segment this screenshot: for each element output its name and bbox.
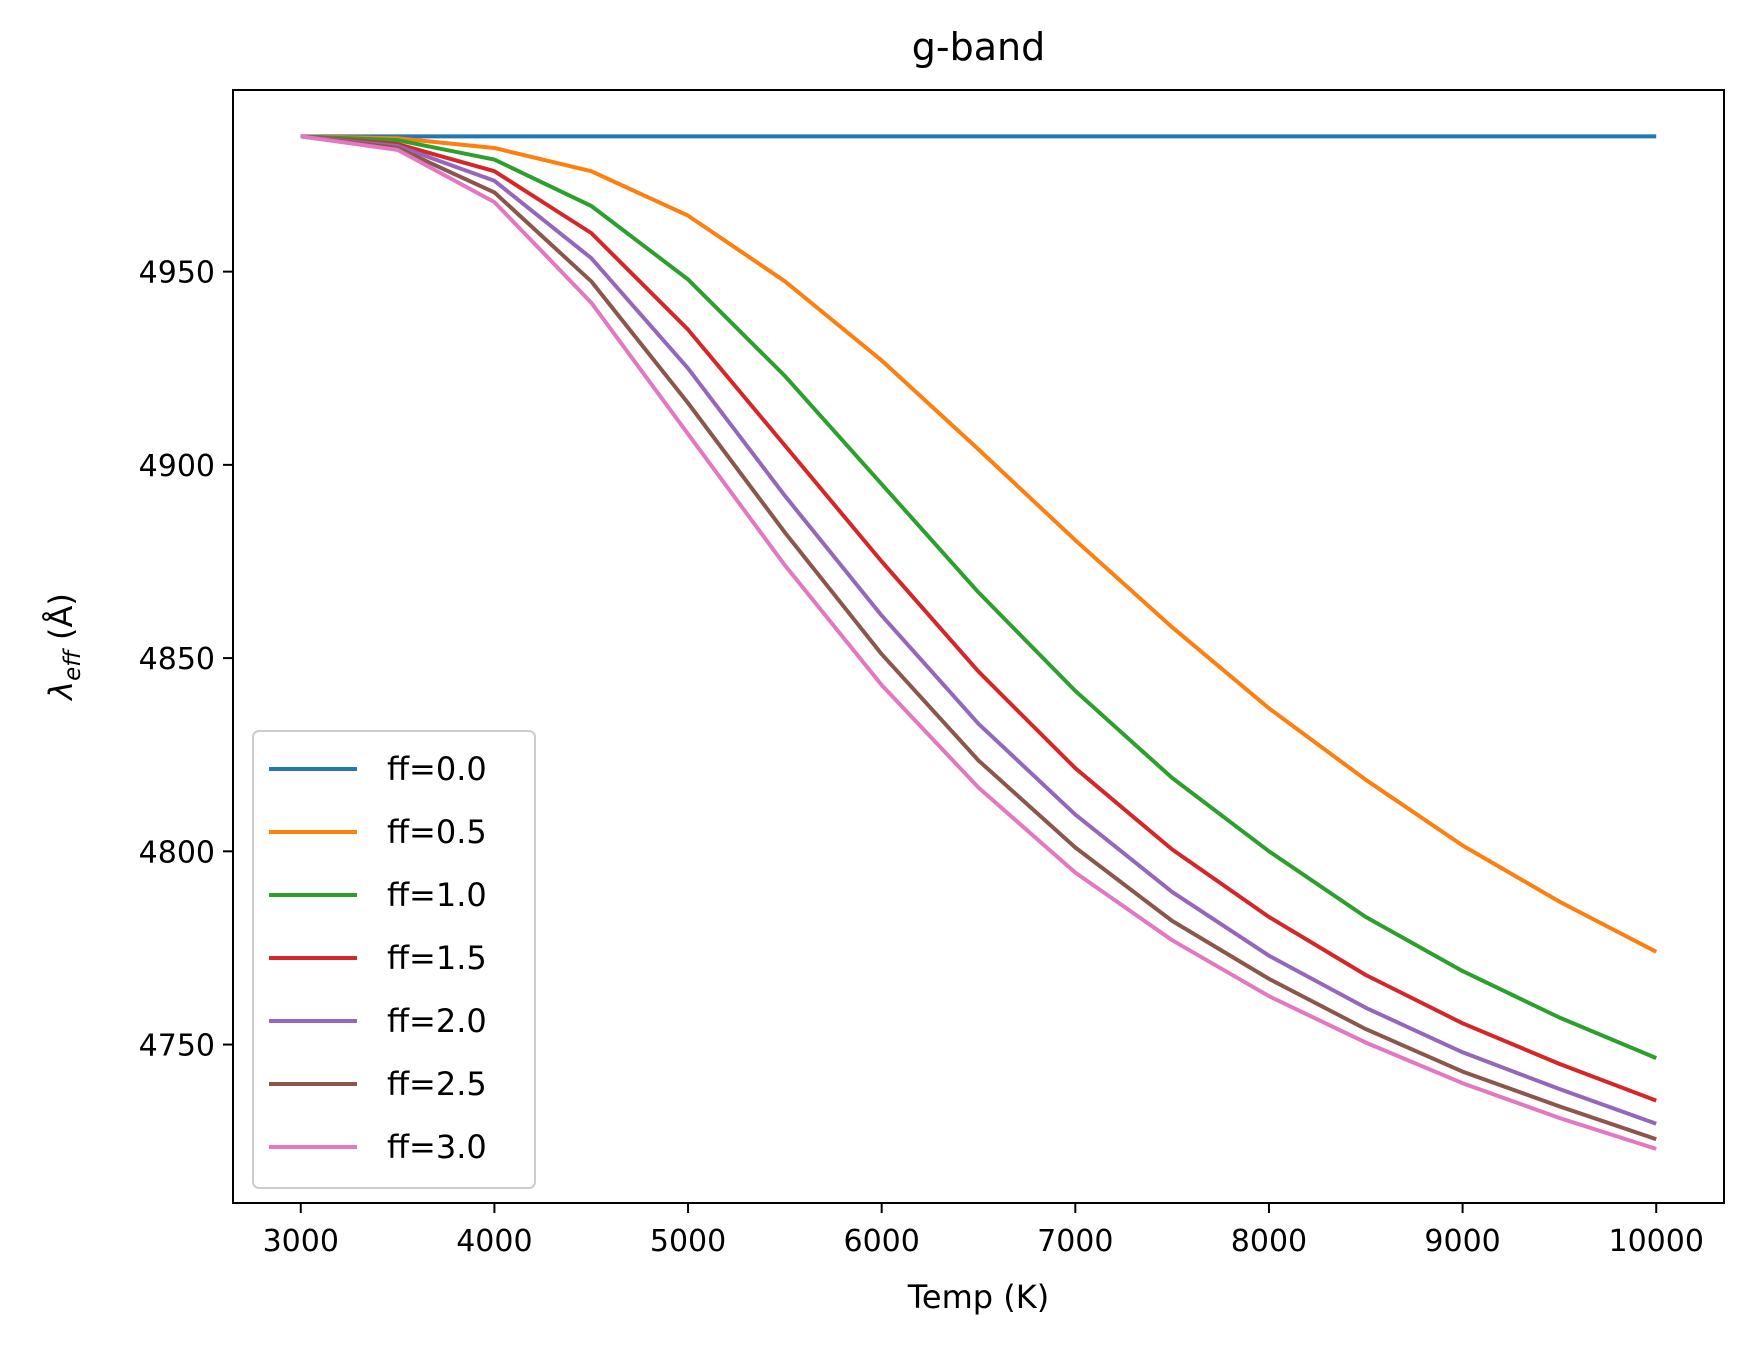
legend-label: ff=1.5 [387, 939, 487, 977]
y-tick-label: 4750 [139, 1029, 215, 1064]
legend-label: ff=2.0 [387, 1002, 487, 1040]
series-lines [300, 134, 1658, 1151]
y-tick-label: 4800 [139, 835, 215, 870]
legend-label: ff=0.5 [387, 813, 487, 851]
legend-label: ff=0.0 [387, 750, 487, 788]
series-line-ff-1-5 [300, 134, 1657, 1103]
x-tick-label: 8000 [1231, 1224, 1307, 1259]
x-tick-label: 5000 [650, 1224, 726, 1259]
x-tick-label: 7000 [1037, 1224, 1113, 1259]
y-tick-label: 4950 [139, 256, 215, 291]
x-axis-ticks: 3000 4000 5000 6000 7000 8000 9000 10000 [263, 1203, 1704, 1259]
y-axis-label: λeff (Å) [42, 593, 86, 702]
legend-label: ff=2.5 [387, 1065, 487, 1103]
y-tick-label: 4850 [139, 642, 215, 677]
series-line-ff-2-5 [300, 134, 1657, 1142]
series-line-ff-1-0 [300, 134, 1657, 1060]
x-axis-label: Temp (K) [907, 1278, 1049, 1316]
legend: ff=0.0 ff=0.5 ff=1.0 ff=1.5 ff=2.0 ff=2.5 ff=3… [252, 730, 536, 1189]
y-tick-label: 4900 [139, 449, 215, 484]
x-tick-label: 4000 [456, 1224, 532, 1259]
legend-label: ff=3.0 [387, 1128, 487, 1166]
x-tick-label: 3000 [263, 1224, 339, 1259]
y-axis-ticks: 4750 4800 4850 4900 4950 [139, 256, 233, 1064]
x-tick-label: 6000 [844, 1224, 920, 1259]
legend-label: ff=1.0 [387, 876, 487, 914]
series-line-ff-3-0 [300, 134, 1657, 1151]
x-tick-label: 10000 [1609, 1224, 1704, 1259]
series-line-ff-2-0 [300, 134, 1657, 1126]
legend-box [252, 730, 536, 1189]
x-tick-label: 9000 [1424, 1224, 1500, 1259]
plot-area-frame [232, 89, 1725, 1204]
series-line-ff-0-5 [300, 134, 1658, 954]
chart-title: g-band [912, 25, 1045, 69]
